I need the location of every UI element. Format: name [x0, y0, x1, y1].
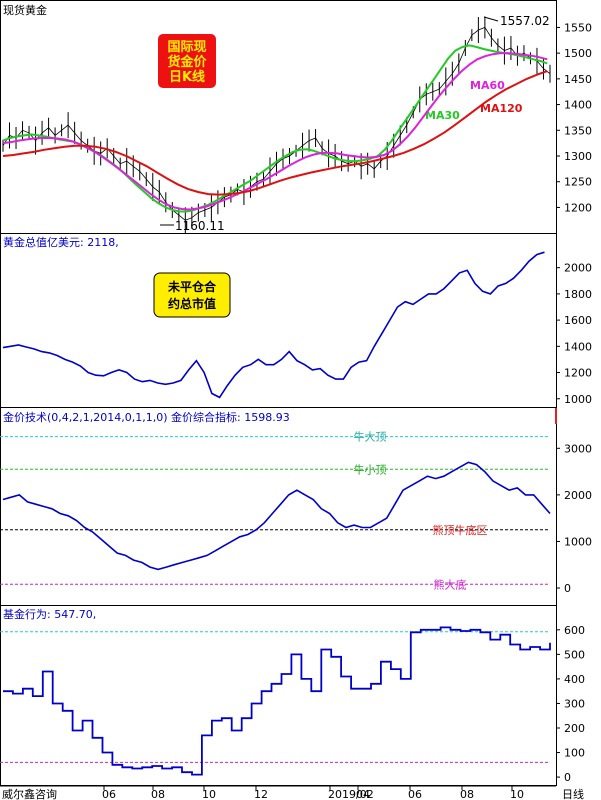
- y-tick-label-1-1600: 1600: [564, 314, 592, 327]
- y-tick-label-0-1550: 1550: [564, 21, 592, 34]
- x-tick-label-2: 10: [202, 788, 216, 800]
- ma120-label: MA120: [480, 102, 523, 115]
- y-tick-label-1-1000: 1000: [564, 393, 592, 406]
- price-box-line-1: 国际现: [167, 40, 206, 55]
- fund-line: [3, 626, 551, 776]
- y-tick-label-3-0: 0: [564, 771, 571, 784]
- y-tick-label-0-1300: 1300: [564, 150, 592, 163]
- ma60-line: [2, 52, 548, 211]
- tech-panel-title: 金价技术(0,4,2,1,2014,0,1,1,0) 金价综合指标: 1598.…: [3, 410, 290, 424]
- tech-ref-label-3: 熊大底: [434, 577, 467, 591]
- price-box-line-3: 日K线: [169, 69, 205, 85]
- tech-ref-label-2: 熊顶牛底区: [433, 523, 488, 537]
- x-tick-label-4: 2019/02: [328, 788, 374, 800]
- y-tick-label-3-400: 400: [564, 673, 585, 686]
- price-line: [2, 26, 551, 221]
- x-tick-label-1: 08: [151, 788, 165, 800]
- value-box-line-1: 未平仓合: [167, 279, 217, 294]
- x-tick-label-7: 08: [460, 788, 474, 800]
- x-tick-label-5: 04: [356, 788, 370, 800]
- footer-source: 威尔鑫咨询: [2, 787, 57, 800]
- y-tick-label-0-1350: 1350: [564, 124, 592, 137]
- y-tick-label-2-3000: 3000: [564, 442, 592, 455]
- price-panel-title: 现货黄金: [3, 3, 47, 17]
- value-panel-title: 黄金总值亿美元: 2118,: [3, 235, 119, 249]
- ma30-label: MA30: [425, 109, 460, 122]
- y-tick-label-1-1800: 1800: [564, 288, 592, 301]
- tech-line: [2, 461, 551, 571]
- price-panel-frame: [0, 0, 557, 234]
- tech-ref-label-1: 牛小顶: [354, 462, 387, 476]
- y-tick-label-2-1000: 1000: [564, 535, 592, 548]
- tech-ref-label-0: 牛大顶: [354, 430, 387, 444]
- fund-panel-title: 基金行为: 547.70,: [3, 607, 96, 621]
- y-tick-label-1-1200: 1200: [564, 367, 592, 380]
- y-tick-label-0-1250: 1250: [564, 176, 592, 189]
- y-tick-label-0-1500: 1500: [564, 47, 592, 60]
- x-tick-label-8: 10: [510, 788, 524, 800]
- x-tick-label-6: 06: [408, 788, 422, 800]
- ma30-line: [2, 44, 548, 213]
- price-box-line-2: 货金价: [167, 54, 207, 70]
- y-tick-label-3-600: 600: [564, 624, 585, 637]
- y-tick-label-3-500: 500: [564, 648, 585, 661]
- low-annotation: 1160.11: [175, 219, 225, 233]
- value-label-box: [153, 272, 231, 318]
- y-tick-label-0-1200: 1200: [564, 201, 592, 214]
- high-annotation-leader: [483, 16, 499, 22]
- y-tick-label-3-300: 300: [564, 697, 585, 710]
- high-annotation: 1557.02: [500, 14, 550, 28]
- ma60-label: MA60: [470, 79, 505, 92]
- y-tick-label-1-2000: 2000: [564, 262, 592, 275]
- x-tick-label-3: 12: [254, 788, 268, 800]
- y-tick-label-1-1400: 1400: [564, 340, 592, 353]
- y-tick-label-0-1450: 1450: [564, 73, 592, 86]
- x-tick-label-0: 06: [102, 788, 116, 800]
- ma120-line: [2, 70, 548, 196]
- value-line: [2, 251, 545, 399]
- x-unit-label: 日线: [562, 787, 584, 800]
- y-tick-label-3-100: 100: [564, 747, 585, 760]
- value-panel-frame: [0, 233, 557, 408]
- y-tick-label-2-0: 0: [564, 582, 571, 595]
- fund-panel-frame: [0, 605, 557, 786]
- y-tick-label-2-2000: 2000: [564, 489, 592, 502]
- value-box-line-2: 约总市值: [168, 296, 216, 311]
- y-tick-label-0-1400: 1400: [564, 99, 592, 112]
- y-tick-label-3-200: 200: [564, 722, 585, 735]
- price-label-box: [158, 34, 216, 88]
